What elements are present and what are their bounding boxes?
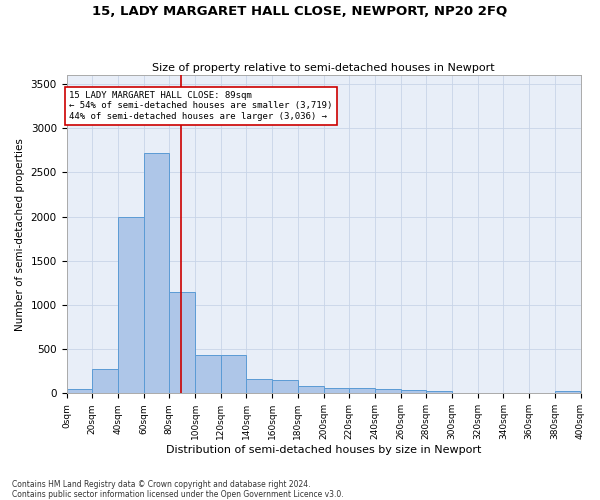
Text: 15, LADY MARGARET HALL CLOSE, NEWPORT, NP20 2FQ: 15, LADY MARGARET HALL CLOSE, NEWPORT, N… [92,5,508,18]
Bar [401,390,427,394]
Bar [118,216,143,394]
Bar [375,389,401,394]
Bar [555,390,580,394]
Bar [427,390,452,394]
Bar [169,292,195,394]
Text: Contains HM Land Registry data © Crown copyright and database right 2024.
Contai: Contains HM Land Registry data © Crown c… [12,480,344,499]
Bar [349,388,375,394]
Text: 15 LADY MARGARET HALL CLOSE: 89sqm
← 54% of semi-detached houses are smaller (3,: 15 LADY MARGARET HALL CLOSE: 89sqm ← 54%… [69,91,332,121]
Bar [298,386,323,394]
Bar [221,356,247,394]
Bar [195,356,221,394]
Title: Size of property relative to semi-detached houses in Newport: Size of property relative to semi-detach… [152,63,495,73]
Bar [143,153,169,394]
X-axis label: Distribution of semi-detached houses by size in Newport: Distribution of semi-detached houses by … [166,445,481,455]
Bar [92,370,118,394]
Y-axis label: Number of semi-detached properties: Number of semi-detached properties [15,138,25,330]
Bar [323,388,349,394]
Bar [272,380,298,394]
Bar [247,379,272,394]
Bar [67,389,92,394]
